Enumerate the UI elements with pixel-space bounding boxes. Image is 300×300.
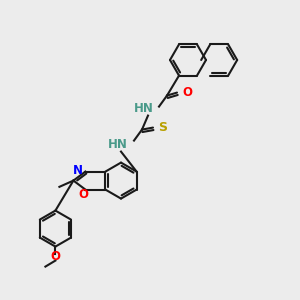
Text: N: N — [72, 164, 82, 177]
Text: HN: HN — [134, 102, 154, 115]
Text: O: O — [78, 188, 88, 201]
Text: HN: HN — [108, 138, 128, 151]
Text: S: S — [158, 121, 167, 134]
Text: O: O — [50, 250, 60, 263]
Text: O: O — [182, 86, 192, 99]
